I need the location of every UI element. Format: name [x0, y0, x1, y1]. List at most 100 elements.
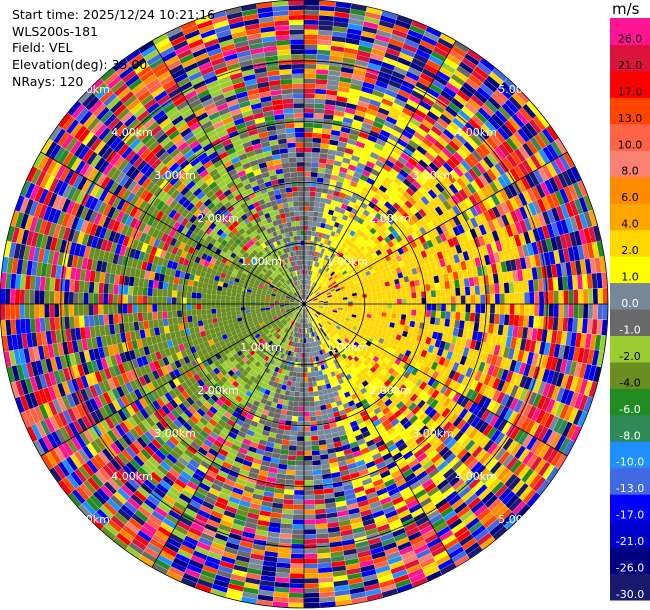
gate-cell: [530, 137, 543, 152]
gate-cell: [312, 386, 318, 392]
gate-cell: [440, 289, 446, 297]
gate-cell: [319, 596, 336, 603]
gate-cell: [395, 198, 405, 207]
gate-cell: [327, 296, 333, 299]
gate-cell: [305, 294, 308, 300]
gate-cell: [317, 217, 323, 223]
gate-cell: [406, 98, 419, 109]
gate-cell: [573, 289, 579, 304]
gate-cell: [371, 272, 377, 278]
gate-cell: [357, 306, 363, 311]
gate-cell: [304, 294, 305, 300]
gate-cell: [443, 257, 451, 266]
gate-cell: [319, 288, 324, 293]
gate-cell: [453, 94, 468, 106]
gate-cell: [574, 214, 584, 231]
gate-cell: [297, 431, 304, 437]
gate-cell: [397, 116, 410, 126]
gate-cell: [340, 236, 347, 243]
gate-cell: [307, 285, 309, 290]
gate-cell: [304, 480, 314, 486]
gate-cell: [324, 109, 335, 116]
gate-cell: [477, 235, 486, 247]
gate-cell: [308, 216, 314, 222]
gate-cell: [418, 123, 431, 134]
gate-cell: [319, 153, 328, 159]
gate-cell: [349, 159, 359, 167]
gate-cell: [521, 159, 533, 174]
gate-cell: [499, 238, 508, 251]
gate-cell: [340, 162, 350, 169]
gate-cell: [507, 248, 515, 260]
gate-cell: [332, 296, 338, 300]
gate-cell: [291, 381, 296, 387]
gate-cell: [389, 168, 399, 177]
gate-cell: [399, 232, 407, 240]
gate-cell: [506, 137, 518, 151]
gate-cell: [380, 15, 397, 25]
gate-cell: [282, 434, 291, 441]
gate-cell: [357, 100, 369, 109]
gate-cell: [378, 20, 395, 29]
gate-cell: [395, 61, 410, 71]
gate-cell: [566, 168, 577, 185]
gate-cell: [371, 262, 378, 269]
gate-cell: [517, 245, 525, 258]
gate-cell: [497, 85, 512, 100]
gate-cell: [304, 54, 317, 60]
gate-cell: [397, 272, 404, 279]
gate-cell: [360, 272, 367, 278]
gate-cell: [564, 202, 575, 218]
gate-cell: [306, 279, 308, 285]
gate-cell: [413, 202, 422, 212]
gate-cell: [314, 499, 325, 505]
gate-cell: [475, 304, 481, 313]
gate-cell: [316, 262, 320, 268]
gate-cell: [338, 246, 345, 253]
gate-cell: [448, 49, 464, 62]
gate-cell: [308, 211, 314, 217]
gate-cell: [304, 122, 314, 128]
gate-cell: [487, 116, 501, 130]
gate-cell: [337, 141, 347, 148]
gate-cell: [474, 215, 483, 226]
gate-cell: [334, 105, 346, 113]
gate-cell: [434, 206, 444, 216]
gate-cell: [349, 83, 363, 91]
gate-cell: [327, 412, 335, 419]
gate-cell: [488, 274, 494, 285]
gate-cell: [420, 264, 427, 273]
gate-cell: [416, 127, 428, 138]
gate-cell: [317, 286, 322, 291]
gate-cell: [333, 232, 340, 239]
gate-cell: [505, 212, 515, 225]
gate-cell: [347, 240, 354, 247]
gate-cell: [394, 142, 406, 152]
gate-cell: [304, 59, 317, 65]
gate-cell: [304, 255, 307, 260]
gate-cell: [416, 291, 422, 298]
gate-cell: [314, 266, 318, 272]
gate-cell: [350, 4, 367, 12]
gate-cell: [390, 33, 406, 43]
gate-cell: [367, 134, 378, 143]
gate-cell: [489, 181, 499, 194]
gate-cell: [383, 93, 396, 103]
gate-cell: [341, 292, 347, 296]
gate-cell: [391, 308, 397, 314]
gate-cell: [358, 224, 366, 232]
gate-cell: [410, 286, 416, 293]
gate-cell: [326, 261, 331, 267]
gate-cell: [583, 195, 593, 212]
gate-cell: [321, 188, 329, 194]
gate-cell: [439, 318, 446, 327]
gate-cell: [346, 253, 353, 259]
gate-cell: [526, 100, 540, 116]
gate-cell: [498, 106, 512, 121]
gate-cell: [450, 288, 456, 297]
gate-cell: [379, 66, 394, 75]
gate-cell: [324, 223, 330, 230]
gate-cell: [441, 147, 453, 159]
gate-cell: [349, 230, 356, 237]
gate-cell: [536, 198, 547, 213]
